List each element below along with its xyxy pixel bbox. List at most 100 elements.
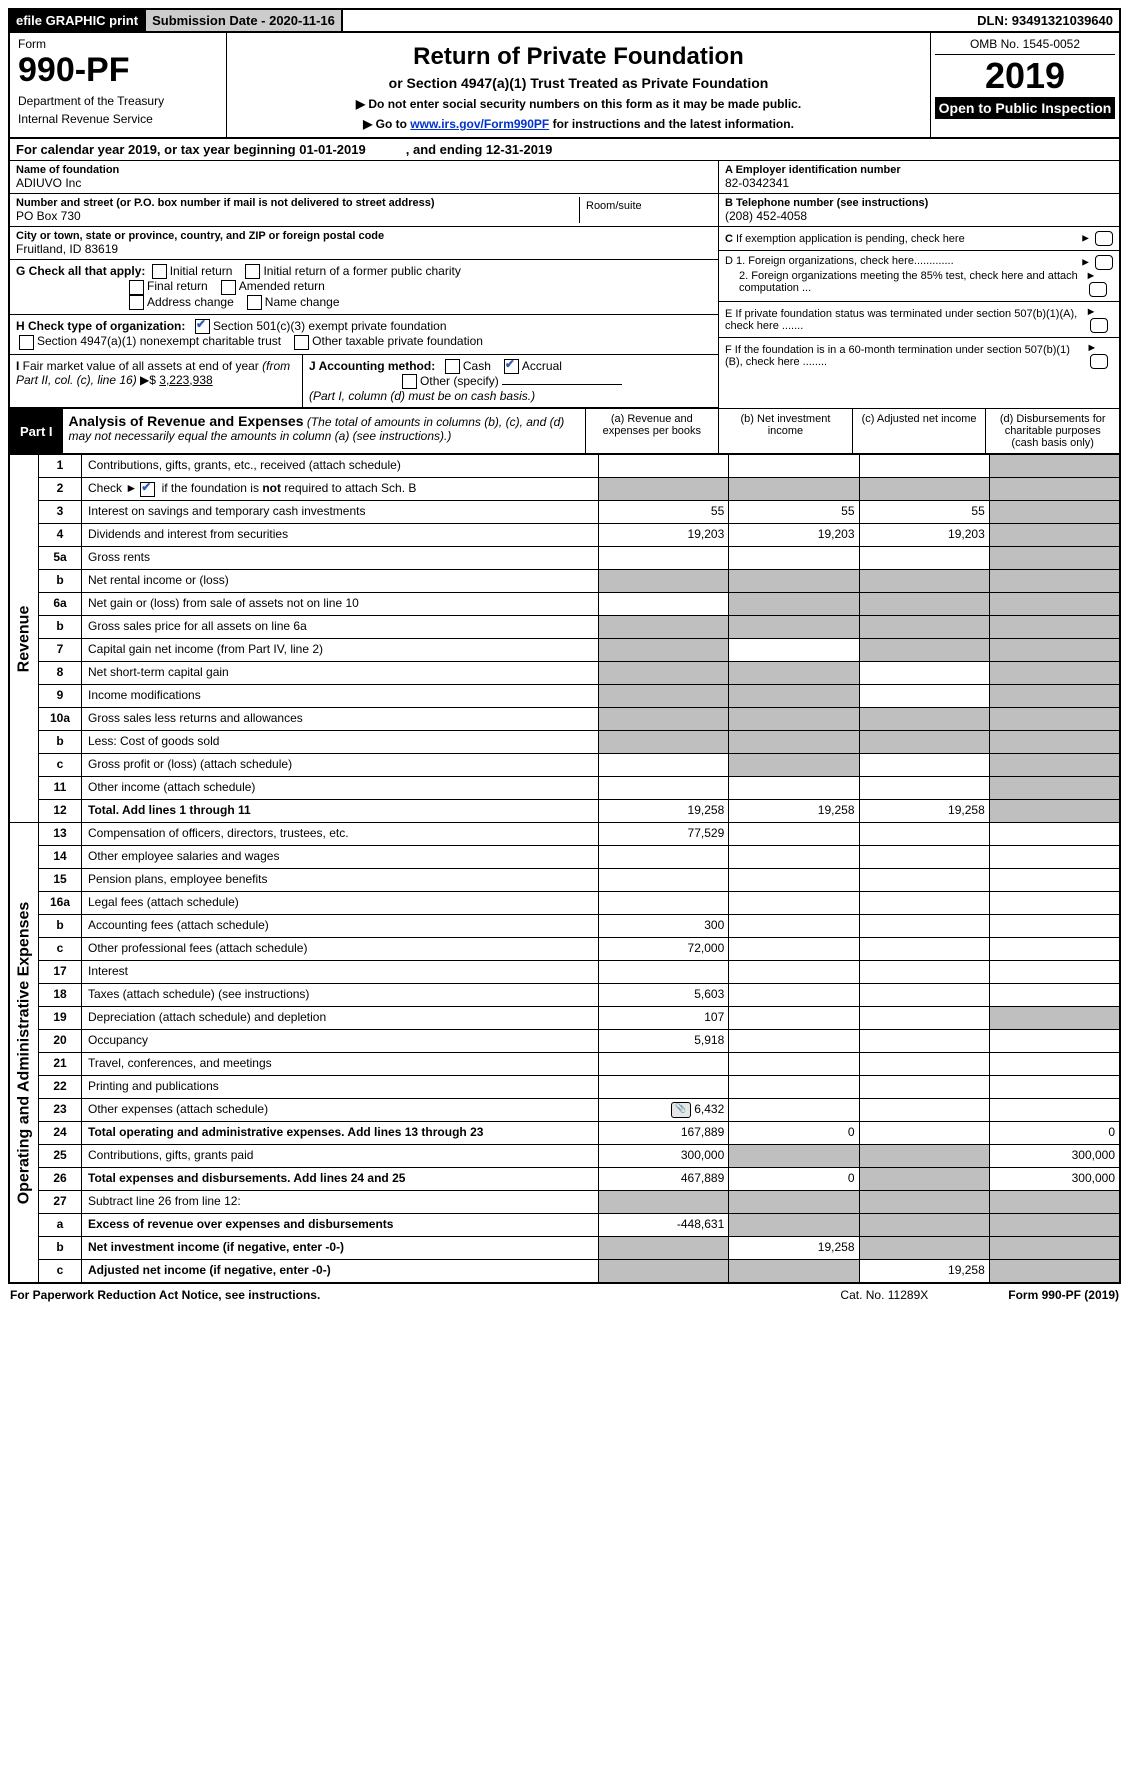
header-center: Return of Private Foundation or Section …	[227, 33, 930, 137]
c-checkbox[interactable]	[1095, 231, 1113, 246]
irs-link[interactable]: www.irs.gov/Form990PF	[410, 117, 549, 131]
cash-checkbox[interactable]	[445, 359, 460, 374]
table-row: bGross sales price for all assets on lin…	[39, 616, 1119, 639]
table-row: 9Income modifications	[39, 685, 1119, 708]
col-b-header: (b) Net investment income	[719, 409, 853, 453]
table-row: 15Pension plans, employee benefits	[39, 869, 1119, 892]
dln: DLN: 93491321039640	[971, 10, 1119, 31]
table-row: 11Other income (attach schedule)	[39, 777, 1119, 800]
submission-date: Submission Date - 2020-11-16	[146, 10, 343, 31]
phone-cell: B Telephone number (see instructions) (2…	[719, 194, 1119, 227]
table-row: 12Total. Add lines 1 through 1119,25819,…	[39, 800, 1119, 822]
table-row: 26Total expenses and disbursements. Add …	[39, 1168, 1119, 1191]
amended-return-checkbox[interactable]	[221, 280, 236, 295]
table-row: 14Other employee salaries and wages	[39, 846, 1119, 869]
name-change-checkbox[interactable]	[247, 295, 262, 310]
table-row: 5aGross rents	[39, 547, 1119, 570]
table-row: cAdjusted net income (if negative, enter…	[39, 1260, 1119, 1282]
cat-no: Cat. No. 11289X	[840, 1288, 928, 1302]
part1-header: Part I Analysis of Revenue and Expenses …	[8, 408, 1121, 455]
table-row: 4Dividends and interest from securities1…	[39, 524, 1119, 547]
address-cell: Number and street (or P.O. box number if…	[10, 194, 718, 227]
table-row: 25Contributions, gifts, grants paid300,0…	[39, 1145, 1119, 1168]
form-header: Form 990-PF Department of the Treasury I…	[8, 33, 1121, 139]
table-row: 19Depreciation (attach schedule) and dep…	[39, 1007, 1119, 1030]
top-bar: efile GRAPHIC print Submission Date - 20…	[8, 8, 1121, 33]
address-change-checkbox[interactable]	[129, 295, 144, 310]
table-row: cGross profit or (loss) (attach schedule…	[39, 754, 1119, 777]
instruct-1: ▶ Do not enter social security numbers o…	[233, 97, 924, 111]
calendar-year-row: For calendar year 2019, or tax year begi…	[8, 139, 1121, 161]
part1-tab: Part I	[10, 409, 63, 453]
part1-title: Analysis of Revenue and Expenses (The to…	[63, 409, 586, 453]
form-subtitle: or Section 4947(a)(1) Trust Treated as P…	[233, 75, 924, 91]
table-row: bAccounting fees (attach schedule)300	[39, 915, 1119, 938]
initial-return-checkbox[interactable]	[152, 264, 167, 279]
d2-checkbox[interactable]	[1089, 282, 1107, 297]
instruct-2: ▶ Go to www.irs.gov/Form990PF for instru…	[233, 117, 924, 131]
expenses-section: Operating and Administrative Expenses 13…	[8, 823, 1121, 1284]
dept-irs: Internal Revenue Service	[18, 112, 218, 126]
foundation-name-cell: Name of foundation ADIUVO Inc	[10, 161, 718, 194]
table-row: aExcess of revenue over expenses and dis…	[39, 1214, 1119, 1237]
accounting-method: J Accounting method: Cash Accrual Other …	[303, 355, 718, 408]
table-row: 7Capital gain net income (from Part IV, …	[39, 639, 1119, 662]
col-a-header: (a) Revenue and expenses per books	[586, 409, 720, 453]
table-row: bNet investment income (if negative, ent…	[39, 1237, 1119, 1260]
section-e: E If private foundation status was termi…	[719, 302, 1119, 338]
initial-former-checkbox[interactable]	[245, 264, 260, 279]
form-word: Form	[18, 37, 218, 51]
table-row: 27Subtract line 26 from line 12:	[39, 1191, 1119, 1214]
501c3-checkbox[interactable]	[195, 319, 210, 334]
other-taxable-checkbox[interactable]	[294, 335, 309, 350]
table-row: 1Contributions, gifts, grants, etc., rec…	[39, 455, 1119, 478]
omb-number: OMB No. 1545-0052	[935, 37, 1115, 55]
efile-label: efile GRAPHIC print	[10, 10, 146, 31]
section-i-j: I Fair market value of all assets at end…	[10, 355, 718, 409]
table-row: 2Check ► if the foundation is not requir…	[39, 478, 1119, 501]
identity-section: Name of foundation ADIUVO Inc Number and…	[8, 161, 1121, 408]
table-row: 24Total operating and administrative exp…	[39, 1122, 1119, 1145]
table-row: 22Printing and publications	[39, 1076, 1119, 1099]
accrual-checkbox[interactable]	[504, 359, 519, 374]
table-row: 21Travel, conferences, and meetings	[39, 1053, 1119, 1076]
expenses-tab: Operating and Administrative Expenses	[10, 823, 39, 1282]
d1-checkbox[interactable]	[1095, 255, 1113, 270]
f-checkbox[interactable]	[1090, 354, 1108, 369]
col-c-header: (c) Adjusted net income	[853, 409, 987, 453]
dept-treasury: Department of the Treasury	[18, 94, 218, 108]
open-public-badge: Open to Public Inspection	[935, 97, 1115, 119]
page-footer: For Paperwork Reduction Act Notice, see …	[8, 1284, 1121, 1306]
section-c: C If exemption application is pending, c…	[719, 227, 1119, 251]
header-right: OMB No. 1545-0052 2019 Open to Public In…	[930, 33, 1119, 137]
table-row: 18Taxes (attach schedule) (see instructi…	[39, 984, 1119, 1007]
city-cell: City or town, state or province, country…	[10, 227, 718, 260]
table-row: 3Interest on savings and temporary cash …	[39, 501, 1119, 524]
table-row: 16aLegal fees (attach schedule)	[39, 892, 1119, 915]
form-title: Return of Private Foundation	[233, 43, 924, 71]
form-ref: Form 990-PF (2019)	[1008, 1288, 1119, 1302]
revenue-section: Revenue 1Contributions, gifts, grants, e…	[8, 455, 1121, 823]
final-return-checkbox[interactable]	[129, 280, 144, 295]
fmv-cell: I Fair market value of all assets at end…	[10, 355, 303, 408]
table-row: 23Other expenses (attach schedule)📎 6,43…	[39, 1099, 1119, 1122]
col-d-header: (d) Disbursements for charitable purpose…	[986, 409, 1119, 453]
table-row: bNet rental income or (loss)	[39, 570, 1119, 593]
table-row: 20Occupancy5,918	[39, 1030, 1119, 1053]
table-row: 17Interest	[39, 961, 1119, 984]
section-g: G Check all that apply: Initial return I…	[10, 260, 718, 315]
4947a1-checkbox[interactable]	[19, 335, 34, 350]
e-checkbox[interactable]	[1090, 318, 1108, 333]
table-row: 13Compensation of officers, directors, t…	[39, 823, 1119, 846]
paperwork-notice: For Paperwork Reduction Act Notice, see …	[10, 1288, 320, 1302]
table-row: 10aGross sales less returns and allowanc…	[39, 708, 1119, 731]
other-method-checkbox[interactable]	[402, 374, 417, 389]
tax-year: 2019	[935, 55, 1115, 97]
table-row: bLess: Cost of goods sold	[39, 731, 1119, 754]
section-d: D 1. Foreign organizations, check here..…	[719, 251, 1119, 302]
ein-cell: A Employer identification number 82-0342…	[719, 161, 1119, 194]
revenue-tab: Revenue	[10, 455, 39, 822]
section-f: F If the foundation is in a 60-month ter…	[719, 338, 1119, 373]
room-suite: Room/suite	[580, 197, 712, 223]
table-row: 6aNet gain or (loss) from sale of assets…	[39, 593, 1119, 616]
